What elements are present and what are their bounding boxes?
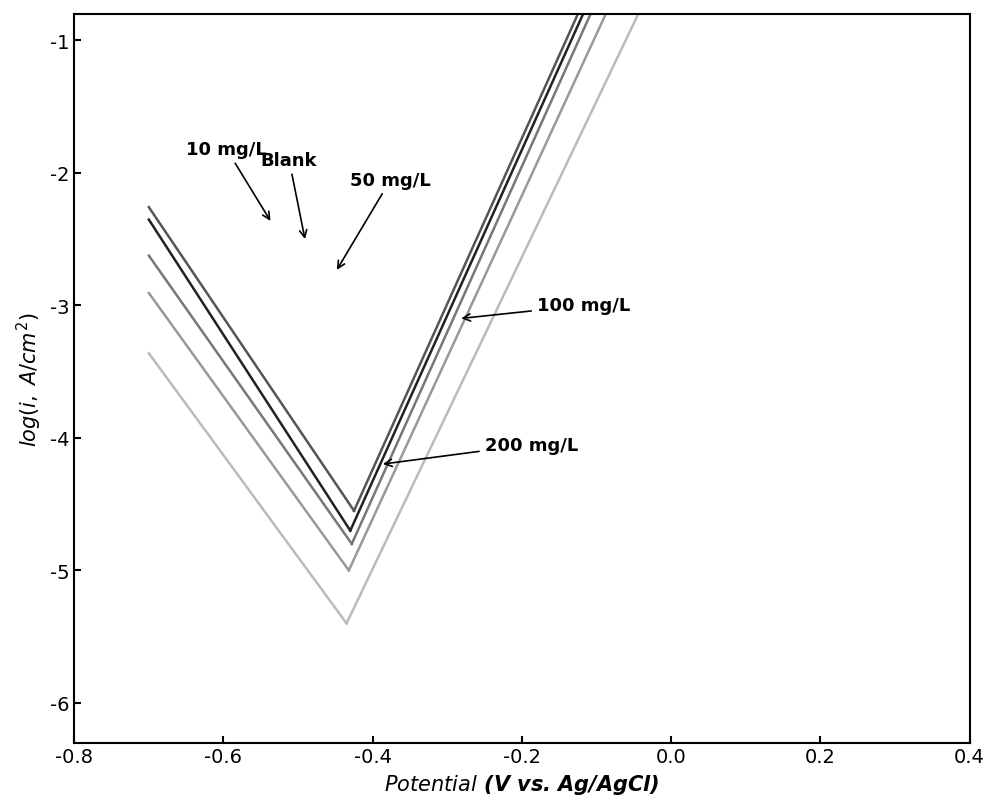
- Text: 200 mg/L: 200 mg/L: [385, 436, 578, 467]
- Text: 100 mg/L: 100 mg/L: [463, 297, 630, 322]
- Text: 10 mg/L: 10 mg/L: [186, 141, 270, 220]
- Y-axis label: $\bf{\it{log(i, \; A/cm^2)}}$: $\bf{\it{log(i, \; A/cm^2)}}$: [15, 311, 44, 446]
- Text: 50 mg/L: 50 mg/L: [338, 171, 431, 269]
- Text: Blank: Blank: [261, 152, 317, 238]
- X-axis label: $\bf{\it{Potential}}$ (V vs. Ag/AgCl): $\bf{\it{Potential}}$ (V vs. Ag/AgCl): [384, 772, 660, 796]
